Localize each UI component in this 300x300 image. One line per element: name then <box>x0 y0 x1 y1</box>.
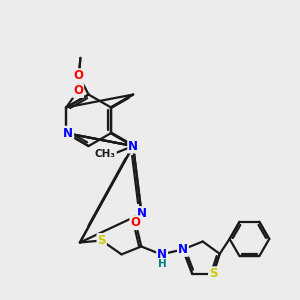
Text: CH₃: CH₃ <box>95 149 116 159</box>
Text: H: H <box>158 259 167 269</box>
Text: O: O <box>130 216 140 229</box>
Text: N: N <box>63 127 73 140</box>
Text: N: N <box>178 243 188 256</box>
Text: N: N <box>136 207 147 220</box>
Text: S: S <box>209 267 218 280</box>
Text: N: N <box>128 140 138 152</box>
Text: N: N <box>157 248 167 261</box>
Text: O: O <box>74 69 84 82</box>
Text: O: O <box>73 84 83 97</box>
Text: S: S <box>98 234 106 247</box>
